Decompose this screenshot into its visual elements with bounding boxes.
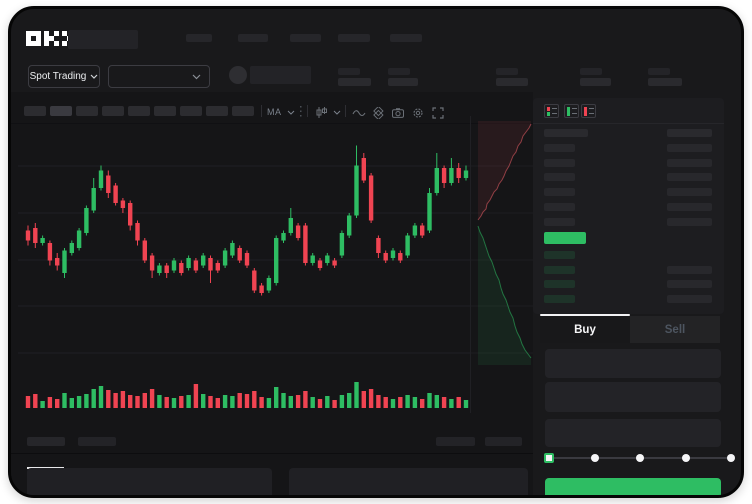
slider-stop-dot[interactable]	[590, 454, 599, 462]
stat-label-placeholder	[496, 68, 518, 75]
toolbar-divider	[261, 105, 262, 117]
ask-row-price-placeholder[interactable]	[544, 202, 575, 211]
nav-item-placeholder[interactable]	[390, 34, 422, 42]
timeframe-button-placeholder[interactable]	[206, 106, 228, 116]
depth-chart[interactable]	[471, 116, 533, 413]
tab-buy-label: Buy	[574, 323, 596, 336]
orderbook-col-header-placeholder	[544, 129, 588, 137]
slider-stop-dot[interactable]	[636, 454, 644, 462]
nav-item-placeholder[interactable]	[290, 34, 321, 42]
toolbar-divider	[345, 105, 346, 117]
chevron-down-icon[interactable]	[333, 110, 341, 115]
tab-buy[interactable]: Buy	[540, 316, 630, 343]
toolbar-divider	[307, 105, 308, 117]
market-type-label: Spot Trading	[29, 71, 87, 82]
ask-row-size-placeholder[interactable]	[667, 188, 712, 197]
orderbook-both-icon[interactable]	[544, 104, 559, 118]
ticker-title-placeholder	[68, 30, 138, 49]
bid-row-size-placeholder[interactable]	[667, 280, 712, 289]
nav-item-placeholder[interactable]	[338, 34, 370, 42]
camera-icon[interactable]	[392, 108, 404, 118]
ask-row-size-placeholder[interactable]	[667, 217, 712, 226]
bid-row-size-placeholder[interactable]	[667, 265, 712, 274]
nav-item-placeholder[interactable]	[238, 34, 268, 42]
bottom-action-placeholder[interactable]	[485, 437, 522, 446]
timeframe-button-placeholder[interactable]	[128, 106, 150, 116]
stat-value-placeholder	[338, 78, 371, 86]
pair-selector-dropdown[interactable]	[108, 65, 210, 88]
timeframe-button-placeholder[interactable]	[76, 106, 98, 116]
ma-indicator-button[interactable]: MA	[267, 107, 282, 117]
chevron-down-icon	[192, 74, 201, 79]
stat-label-placeholder	[338, 68, 360, 75]
bottom-action-placeholder[interactable]	[436, 437, 475, 446]
candle-style-icon[interactable]	[316, 107, 327, 118]
stat-label-placeholder	[580, 68, 602, 75]
orderbook-col-header-placeholder	[667, 129, 712, 137]
ask-row-price-placeholder[interactable]	[544, 217, 575, 226]
ask-row-price-placeholder[interactable]	[544, 188, 575, 197]
price-chart[interactable]	[18, 116, 471, 413]
orderbook-bids-icon[interactable]	[564, 104, 579, 118]
active-tab-indicator	[540, 314, 630, 316]
bid-row-size-placeholder[interactable]	[667, 295, 712, 304]
chevron-down-icon[interactable]	[287, 110, 295, 115]
toolbar-bottom-border	[11, 123, 533, 124]
price-input-placeholder[interactable]	[545, 349, 721, 378]
ask-row-size-placeholder[interactable]	[667, 158, 712, 167]
orderbook-panel	[533, 98, 724, 314]
gear-icon[interactable]	[412, 107, 424, 119]
slider-stop-dot[interactable]	[727, 454, 735, 462]
ask-row-size-placeholder[interactable]	[667, 202, 712, 211]
bid-row-price-placeholder[interactable]	[544, 251, 575, 259]
ask-row-price-placeholder[interactable]	[544, 144, 575, 152]
coin-avatar	[229, 66, 247, 84]
stat-value-placeholder	[648, 78, 682, 86]
bid-row-price-placeholder[interactable]	[544, 280, 575, 289]
buy-submit-button[interactable]	[545, 478, 721, 495]
wave-icon[interactable]	[352, 109, 366, 117]
bottom-tab-order-history[interactable]	[78, 437, 116, 446]
orderbook-header-border	[533, 123, 724, 124]
nav-item-placeholder[interactable]	[186, 34, 212, 42]
app-window: Spot Trading MA	[8, 6, 744, 498]
bottom-section	[11, 453, 533, 495]
timeframe-button-placeholder[interactable]	[102, 106, 124, 116]
tab-sell[interactable]: Sell	[630, 316, 720, 343]
expand-icon[interactable]	[432, 107, 444, 119]
stat-label-placeholder	[648, 68, 670, 75]
timeframe-button-placeholder[interactable]	[232, 106, 254, 116]
timeframe-button-placeholder[interactable]	[180, 106, 202, 116]
layers-icon[interactable]	[372, 107, 385, 119]
timeframe-button-placeholder[interactable]	[24, 106, 46, 116]
chevron-down-icon	[90, 74, 98, 79]
orders-table-placeholder	[289, 468, 528, 495]
timeframe-button-placeholder[interactable]	[50, 106, 72, 116]
stat-value-placeholder	[580, 78, 611, 86]
stat-value-placeholder	[496, 78, 528, 86]
slider-handle[interactable]	[544, 453, 554, 463]
last-price-bar[interactable]	[544, 232, 586, 244]
stat-value-placeholder	[388, 78, 418, 86]
slider-stop-dot[interactable]	[681, 454, 690, 462]
bottom-tab-open-orders[interactable]	[27, 437, 65, 446]
orders-table-placeholder	[27, 468, 272, 495]
timeframe-button-placeholder[interactable]	[154, 106, 176, 116]
last-price-placeholder	[250, 66, 311, 84]
bid-row-price-placeholder[interactable]	[544, 295, 575, 304]
ask-row-price-placeholder[interactable]	[544, 173, 575, 182]
ask-row-size-placeholder[interactable]	[667, 173, 712, 182]
bid-row-price-placeholder[interactable]	[544, 265, 575, 274]
orderbook-asks-icon[interactable]	[581, 104, 596, 118]
market-type-dropdown[interactable]: Spot Trading	[28, 65, 100, 88]
total-input-placeholder[interactable]	[545, 419, 721, 447]
tab-sell-label: Sell	[664, 323, 686, 336]
chart-section	[11, 92, 533, 453]
ask-row-size-placeholder[interactable]	[667, 144, 712, 152]
dots-icon[interactable]	[299, 106, 302, 117]
amount-input-placeholder[interactable]	[545, 382, 721, 412]
ask-row-price-placeholder[interactable]	[544, 158, 575, 167]
stat-label-placeholder	[388, 68, 410, 75]
